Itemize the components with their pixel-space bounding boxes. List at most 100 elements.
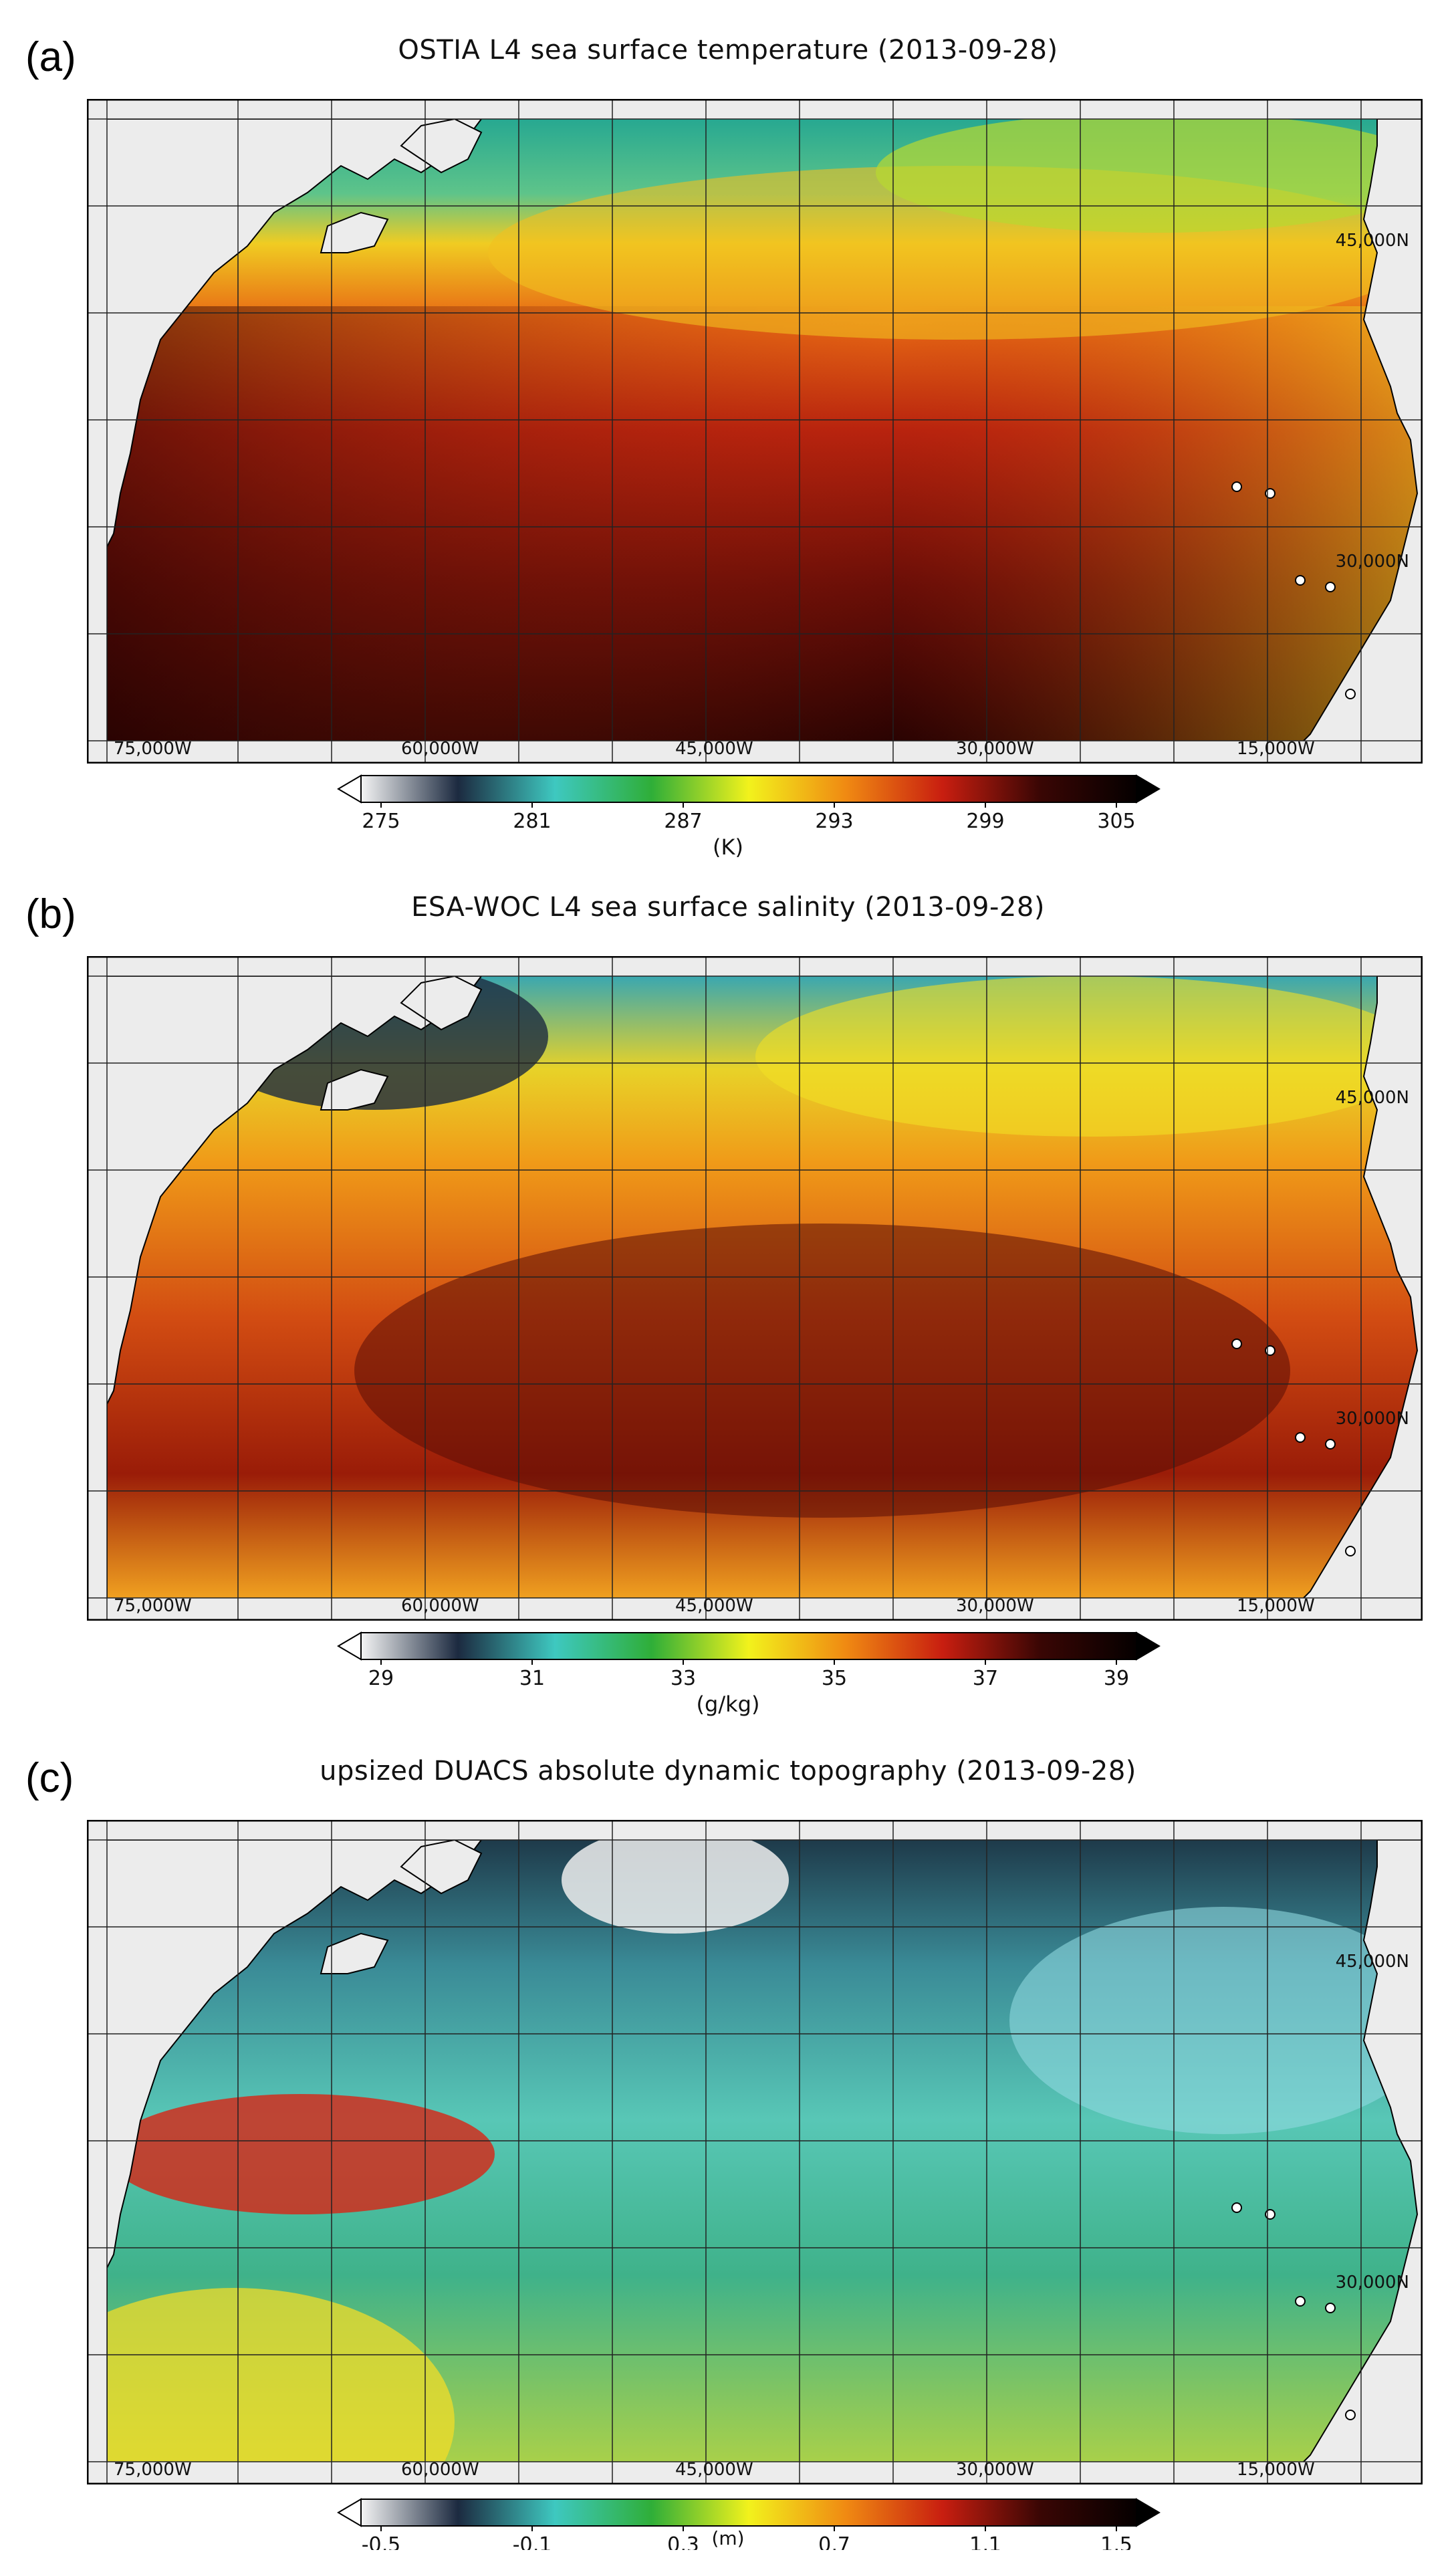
europe-africa-coast [1302,1840,1421,2462]
lon-label: 30,000W [956,1596,1034,1616]
europe-africa-coast [1302,119,1421,741]
lon-label: 15,000W [1237,2460,1315,2480]
colorbar-tick-label: 293 [815,810,853,833]
colorbar-tick-label: -0,1 [513,2533,552,2550]
zonal-shading [107,306,1421,741]
colorbar-tick-label: 299 [966,810,1004,833]
colorbar-ramp [360,775,1137,803]
nova-scotia [320,1932,389,1974]
panel-title: ESA-WOC L4 sea surface salinity (2013-09… [411,892,1045,923]
graticule [87,956,1423,1621]
island-4 [1345,689,1356,699]
colorbar-min-arrow [337,774,362,804]
panel-letter: (a) [25,34,76,80]
island-0 [1231,2202,1242,2213]
nova-scotia [320,211,389,253]
europe-africa-coast [1302,976,1421,1598]
map-frame [87,1820,1423,2484]
graticule [87,1820,1423,2484]
colorbar-tick-label: 305 [1097,810,1135,833]
lat-label: 45,000N [1336,1952,1409,1972]
island-1 [1265,488,1276,499]
map-frame [87,99,1423,764]
colorbar-tick-label: 29 [368,1667,394,1690]
colorbar-min-arrow [337,1631,362,1661]
nova-scotia [320,1068,389,1111]
colorbar-tick-label: 287 [664,810,702,833]
island-3 [1325,2303,1336,2313]
ocean-field [107,1840,1421,2462]
sst-colorbar: 275 281 287 293 299 305 [337,774,1161,833]
lon-label: 75,000W [114,2460,192,2480]
lon-label: 75,000W [114,1596,192,1616]
lon-label: 30,000W [956,739,1034,759]
colorbar-unit: (K) [713,834,743,860]
lon-label: 45,000W [675,739,753,759]
warm-eddy-field [107,2288,455,2462]
island-1 [1265,1345,1276,1356]
na-coast [107,1840,483,2462]
colorbar-tick-label: 31 [519,1667,545,1690]
eastern-basin [1009,1907,1421,2134]
colorbar-ramp [360,2499,1137,2527]
lon-label: 75,000W [114,739,192,759]
lon-label: 60,000W [401,739,479,759]
island-0 [1231,481,1242,492]
low-topography-patch [562,1840,789,1934]
lat-label: 30,000N [1336,552,1409,572]
adt-colorbar: -0,5 -0,1 0,3 0,7 1,1 1,5 [337,2498,1161,2550]
panel-title: OSTIA L4 sea surface temperature (2013-0… [398,35,1058,66]
island-3 [1325,582,1336,592]
panel-letter: (c) [25,1755,74,1801]
colorbar-ramp [360,1632,1137,1660]
na-coast [107,119,483,741]
green-band [876,119,1421,233]
colorbar-max-arrow [1136,774,1161,804]
lat-label: 45,000N [1336,1088,1409,1108]
island-4 [1345,2410,1356,2420]
sss-colorbar: 29 31 33 35 37 39 [337,1631,1161,1690]
newfoundland [400,1840,483,1895]
colorbar-tick-label: 0,7 [818,2533,850,2550]
colorbar-tick-label: 35 [822,1667,847,1690]
colorbar-tick-label: 37 [973,1667,998,1690]
colorbar-min-arrow [337,2498,362,2527]
island-2 [1295,1432,1306,1443]
ocean-field [107,976,1421,1598]
sst-map: 45,000N 30,000N 75,000W 60,000W 45,000W 30,00… [87,99,1423,764]
na-coast [107,976,483,1598]
yellow-band [755,976,1421,1137]
colorbar-unit: (g/kg) [696,1692,760,1717]
lat-label: 45,000N [1336,231,1409,251]
island-4 [1345,1546,1356,1556]
island-1 [1265,2209,1276,2220]
lat-label: 30,000N [1336,2273,1409,2293]
lon-label: 15,000W [1237,739,1315,759]
colorbar-max-arrow [1136,1631,1161,1661]
lon-label: 60,000W [401,2460,479,2480]
panel-title: upsized DUACS absolute dynamic topograph… [320,1756,1136,1786]
island-0 [1231,1339,1242,1349]
colorbar-max-arrow [1136,2498,1161,2527]
colorbar-tick-label: 281 [513,810,551,833]
high-salinity-core [354,1224,1290,1518]
adt-map: 45,000N 30,000N 75,000W 60,000W 45,000W 30,00… [87,1820,1423,2484]
lon-label: 45,000W [675,2460,753,2480]
island-2 [1295,575,1306,586]
colorbar-tick-label: 275 [362,810,400,833]
island-2 [1295,2296,1306,2307]
newfoundland [400,976,483,1031]
colorbar-tick-label: 39 [1104,1667,1129,1690]
island-3 [1325,1439,1336,1449]
ocean-field [107,119,1421,741]
lat-label: 30,000N [1336,1409,1409,1429]
panel-letter: (b) [25,891,76,937]
colorbar-unit: (m) [711,2527,745,2549]
lon-label: 60,000W [401,1596,479,1616]
colorbar-tick-label: 1,5 [1100,2533,1132,2550]
graticule [87,99,1423,764]
lon-label: 45,000W [675,1596,753,1616]
newfoundland [400,119,483,174]
sss-map: 45,000N 30,000N 75,000W 60,000W 45,000W 30,00… [87,956,1423,1621]
colorbar-tick-label: -0,5 [362,2533,401,2550]
